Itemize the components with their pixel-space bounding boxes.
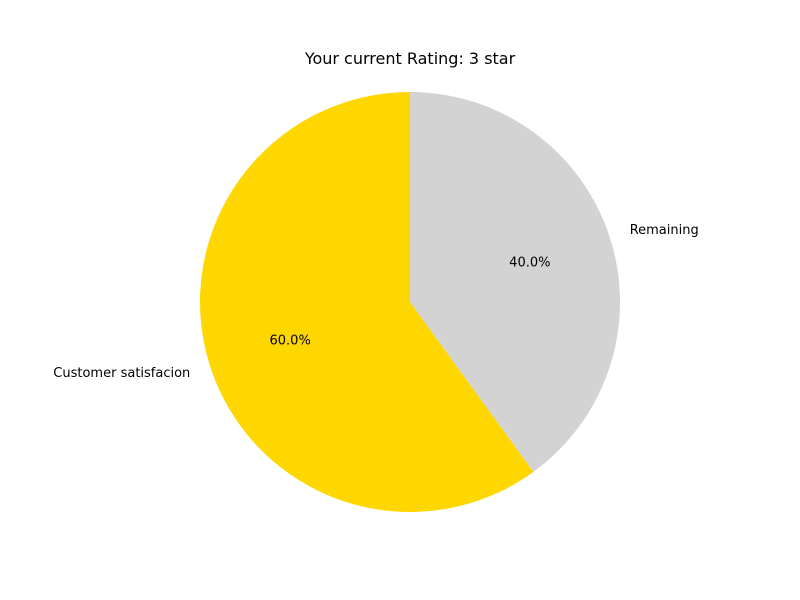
slice-label-0: Customer satisfacion bbox=[53, 366, 190, 381]
chart-title: Your current Rating: 3 star bbox=[304, 49, 516, 68]
slice-percent-1: 40.0% bbox=[509, 256, 550, 271]
slice-label-1: Remaining bbox=[630, 223, 699, 238]
slice-percent-0: 60.0% bbox=[270, 333, 311, 348]
pie-slice-1 bbox=[410, 92, 620, 472]
pie-slice-0 bbox=[200, 92, 534, 512]
